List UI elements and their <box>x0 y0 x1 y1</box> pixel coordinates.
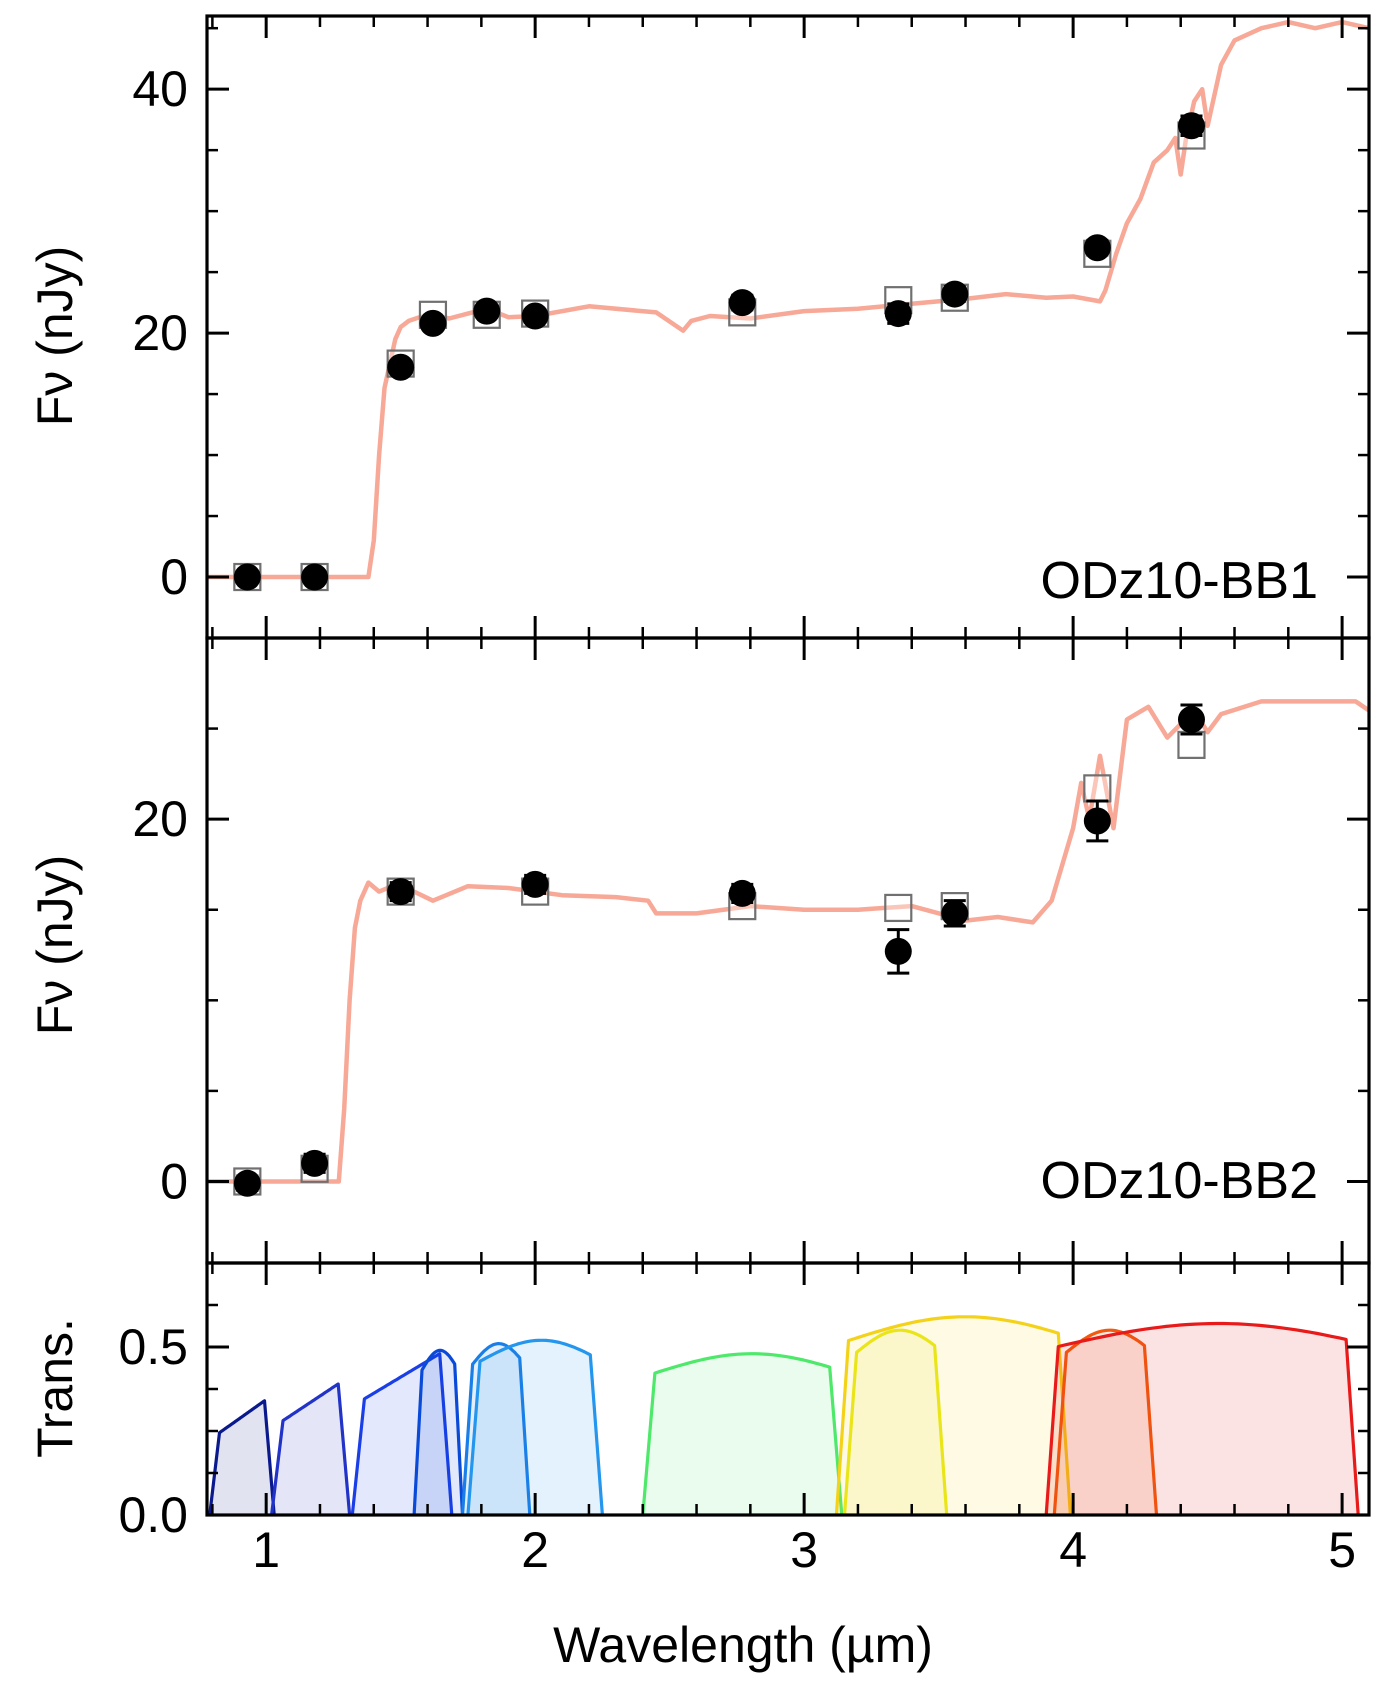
photometry-point <box>387 878 415 906</box>
filter-curve-f356w <box>834 1315 1072 1515</box>
panel-odz10-bb2: 0 20 <box>132 636 1371 1265</box>
model-photometry-square <box>1083 774 1112 803</box>
filter-curve-f162m <box>412 1348 465 1515</box>
y-tick-label: 0 <box>160 1153 188 1209</box>
panel-label-bb1: ODz10-BB1 <box>1041 552 1318 610</box>
filter-fill-f335m <box>844 1330 947 1515</box>
y-tick-label: 20 <box>132 791 188 847</box>
photometry-point <box>301 1149 329 1177</box>
panel-filter-transmission: 1 2 3 4 5 0.0 0.5 <box>118 1261 1371 1578</box>
panel-label-bb2: ODz10-BB2 <box>1041 1152 1318 1210</box>
filter-curve-f277w <box>641 1352 844 1515</box>
plot-area <box>207 699 1369 1184</box>
photometry-point <box>473 297 501 325</box>
photometry-point <box>1177 112 1205 140</box>
x-tick-label: 1 <box>252 1522 280 1578</box>
photometry-point <box>521 302 549 330</box>
filter-fill-f150w <box>352 1353 452 1515</box>
plot-area <box>207 19 1369 580</box>
photometry-point <box>1083 234 1111 262</box>
filter-curve-f090w <box>208 1399 276 1515</box>
photometry-point <box>233 1169 261 1197</box>
filter-fill-f277w <box>642 1353 842 1515</box>
photometry-point <box>884 300 912 328</box>
y-axis-title-trans: Trans. <box>27 1318 83 1458</box>
filter-fill-f444w <box>1046 1323 1359 1515</box>
filter-curve-f182m <box>460 1342 532 1515</box>
photometry-point <box>233 563 261 591</box>
photometry-point <box>941 899 969 927</box>
photometry-point <box>728 289 756 317</box>
model-spectrum <box>207 19 1369 580</box>
photometry-point <box>728 879 756 907</box>
x-tick-label: 5 <box>1328 1522 1356 1578</box>
filter-curve-f335m <box>842 1328 949 1515</box>
y-tick-label: 0 <box>160 549 188 605</box>
photometry-point <box>884 937 912 965</box>
model-photometry-square <box>884 893 913 923</box>
y-tick-label: 0.5 <box>118 1319 188 1375</box>
y-axis-title-bb1: Fν (nJy) <box>27 246 83 427</box>
filter-curve-f200w <box>466 1338 604 1515</box>
photometry-point <box>1177 706 1205 734</box>
filter-curve-f115w <box>270 1382 352 1515</box>
x-axis-title: Wavelength (µm) <box>553 1617 933 1673</box>
filter-fill-f162m <box>414 1350 463 1515</box>
photometry-point <box>1083 807 1111 835</box>
y-tick-label: 40 <box>132 61 188 117</box>
x-tick-label: 3 <box>790 1522 818 1578</box>
photometry-point <box>387 353 415 381</box>
y-tick-label: 20 <box>132 305 188 361</box>
filter-fill-f410m <box>1054 1330 1157 1515</box>
photometry-point <box>521 870 549 898</box>
x-tick-label: 2 <box>521 1522 549 1578</box>
y-axis-title-bb2: Fν (nJy) <box>27 855 83 1036</box>
model-photometry-square <box>1177 730 1206 759</box>
x-tick-label: 4 <box>1059 1522 1087 1578</box>
photometry-point <box>941 280 969 308</box>
plot-area <box>208 1315 1360 1515</box>
model-spectrum <box>207 699 1369 1184</box>
filter-curve-f444w <box>1044 1321 1360 1515</box>
y-tick-label: 0.0 <box>118 1487 188 1543</box>
photometry-point <box>301 563 329 591</box>
filter-fill-f200w <box>467 1340 603 1515</box>
photometry-point <box>419 309 447 337</box>
filter-fill-f356w <box>836 1316 1071 1515</box>
panel-odz10-bb1: 0 20 40 <box>132 14 1371 640</box>
